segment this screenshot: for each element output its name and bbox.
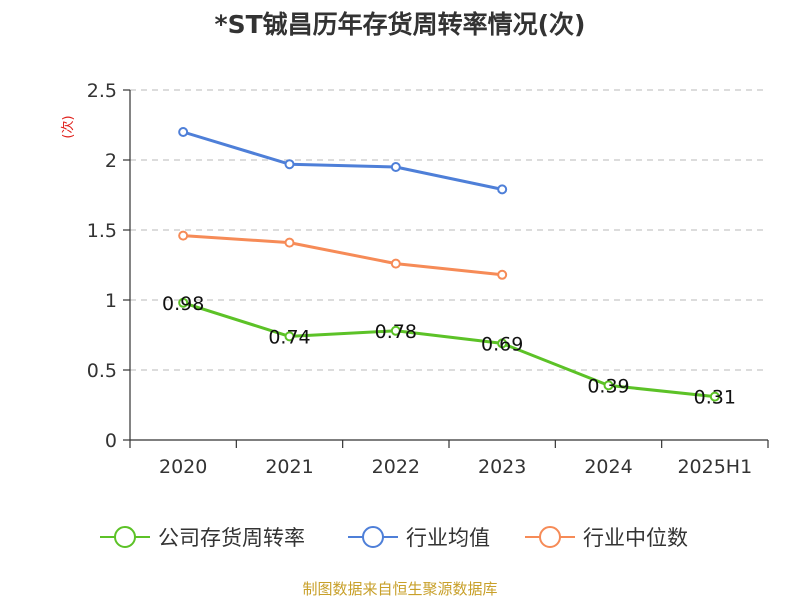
- data-point-s0-4: [603, 380, 614, 391]
- data-point-s2-3: [497, 269, 508, 280]
- legend-marker-1: [362, 526, 384, 548]
- x-tick-label: 2024: [584, 456, 632, 478]
- data-point-s2-2: [390, 258, 401, 269]
- data-label: 0.31: [694, 387, 736, 409]
- series-line-1: [181, 130, 504, 191]
- y-tick-label: 2.5: [87, 80, 117, 102]
- legend-label-0: 公司存货周转率: [158, 526, 305, 550]
- series-line-2: [181, 234, 504, 277]
- data-label: 0.69: [481, 333, 523, 355]
- data-labels: 0.98 0.74 0.78 0.69 0.39 0.31: [162, 293, 736, 409]
- data-point-s1-2: [390, 162, 401, 172]
- legend-marker-2: [539, 526, 561, 548]
- data-label: 0.78: [375, 321, 417, 343]
- data-point-s0-0: [178, 297, 189, 308]
- data-point-s0-5: [709, 391, 720, 402]
- data-point-s1-3: [497, 184, 508, 195]
- legend-marker-0: [114, 526, 136, 548]
- chart-title: *ST铖昌历年存货周转率情况(次): [215, 10, 586, 39]
- data-point-s0-1: [284, 331, 295, 342]
- series: [178, 127, 720, 402]
- legend-label-2: 行业中位数: [583, 526, 688, 550]
- data-point-s2-0: [178, 230, 189, 241]
- legend: 公司存货周转率 行业均值 行业中位数: [100, 526, 688, 550]
- gridlines: [130, 89, 768, 371]
- data-point-s0-3: [497, 338, 508, 349]
- y-tick-label: 0.5: [87, 360, 117, 382]
- source-note: 制图数据来自恒生聚源数据库: [302, 580, 497, 598]
- y-tick-label: 0: [105, 430, 117, 452]
- data-label: 0.98: [162, 293, 204, 315]
- axes: 0 0.5 1 1.5 2 2.5 2020 2021 2022 2023 2024 2025H1: [87, 80, 769, 478]
- y-tick-label: 1.5: [87, 220, 117, 242]
- x-tick-label: 2022: [372, 456, 420, 478]
- y-tick-label: 1: [105, 290, 117, 312]
- legend-label-1: 行业均值: [406, 526, 490, 550]
- y-tick-label: 2: [105, 150, 117, 172]
- y-axis-unit-label: (次): [60, 115, 76, 138]
- data-label: 0.39: [587, 375, 629, 397]
- data-point-s1-1: [284, 159, 295, 170]
- x-tick-label: 2023: [478, 456, 526, 478]
- data-point-s0-2: [390, 325, 401, 336]
- x-tick-label: 2025H1: [677, 456, 752, 478]
- x-tick-label: 2021: [265, 456, 313, 478]
- series-line-0: [181, 301, 717, 399]
- data-point-s2-1: [284, 237, 295, 248]
- x-tick-label: 2020: [159, 456, 207, 478]
- data-point-s1-0: [178, 127, 189, 137]
- data-label: 0.74: [268, 326, 310, 348]
